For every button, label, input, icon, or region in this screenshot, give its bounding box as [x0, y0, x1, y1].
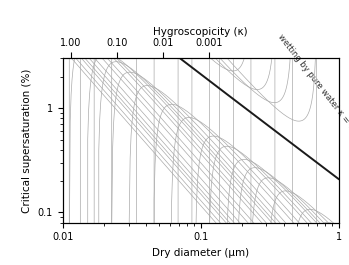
Text: wetting by pure water κ = 0: wetting by pure water κ = 0 — [276, 32, 349, 131]
Y-axis label: Critical supersaturation (%): Critical supersaturation (%) — [22, 68, 32, 213]
X-axis label: Dry diameter (μm): Dry diameter (μm) — [152, 248, 249, 258]
X-axis label: Hygroscopicity (κ): Hygroscopicity (κ) — [153, 27, 248, 37]
